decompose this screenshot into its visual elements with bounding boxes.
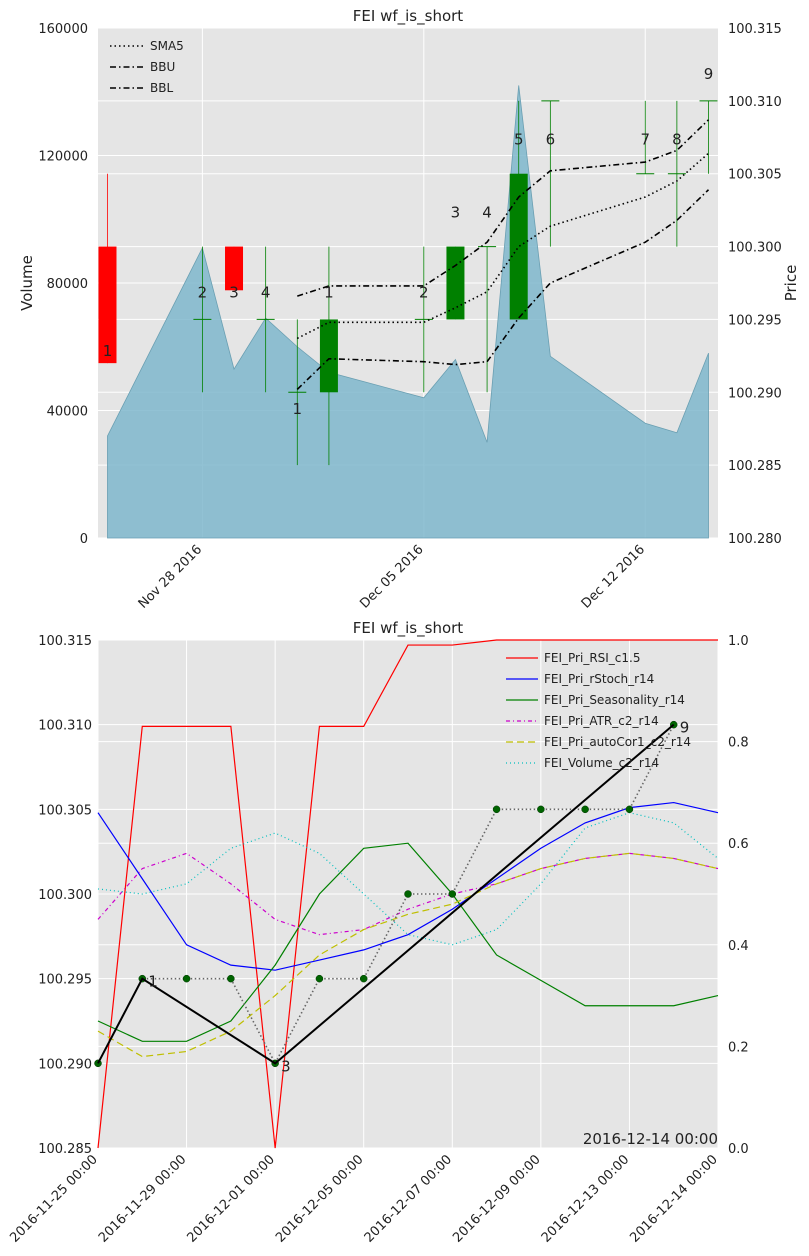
top-ytick-right: 100.290	[728, 386, 782, 401]
bottom-ytick-left: 100.315	[38, 634, 92, 649]
wave-label: 9	[704, 65, 714, 83]
top-ytick-left: 80000	[47, 277, 88, 292]
wave-label: 2	[198, 284, 208, 302]
legend-label: SMA5	[150, 39, 184, 53]
bottom-xtick: 2016-12-09 00:00	[450, 1152, 543, 1245]
wave-label: 5	[514, 131, 524, 149]
bottom-xtick: 2016-12-07 00:00	[362, 1152, 455, 1245]
price-dot	[449, 891, 456, 898]
bottom-ytick-right: 1.0	[728, 634, 749, 649]
top-ytick-left: 0	[80, 532, 88, 547]
bottom-ytick-left: 100.290	[38, 1057, 92, 1072]
bottom-ytick-right: 0.0	[728, 1142, 749, 1157]
bottom-xtick: 2016-11-25 00:00	[7, 1152, 100, 1245]
top-ylabel-left: Volume	[18, 255, 36, 311]
bottom-chart-title: FEI wf_is_short	[353, 619, 463, 638]
top-ytick-left: 160000	[38, 22, 88, 37]
top-chart-title: FEI wf_is_short	[353, 7, 463, 26]
wave-label: 4	[482, 203, 492, 221]
wave-label: 1	[293, 400, 303, 418]
legend-label: FEI_Pri_rStoch_r14	[544, 672, 654, 686]
wave-label: 3	[229, 284, 239, 302]
top-ytick-right: 100.310	[728, 95, 782, 110]
wave-label: 9	[680, 719, 690, 737]
top-ytick-right: 100.280	[728, 532, 782, 547]
price-dot	[626, 806, 633, 813]
price-dot	[582, 806, 589, 813]
price-dot	[493, 806, 500, 813]
bottom-indicator-chart: 1 3 9 100.285 100.290 100.295 100.300 100.305 1…	[7, 619, 748, 1246]
candle-body	[320, 319, 338, 392]
top-xtick: Dec 12 2016	[579, 542, 648, 611]
wave-label: 6	[546, 131, 556, 149]
bottom-ytick-left: 100.285	[38, 1142, 92, 1157]
legend-label: FEI_Pri_RSI_c1.5	[544, 651, 641, 665]
bottom-xtick: 2016-12-14 00:00	[627, 1152, 720, 1245]
top-xtick: Nov 28 2016	[136, 542, 205, 611]
legend-label: FEI_Pri_ATR_c2_r14	[544, 714, 659, 728]
top-ytick-right: 100.300	[728, 241, 782, 256]
legend-label: FEI_Volume_c2_r14	[544, 756, 659, 770]
wave-label: 8	[672, 131, 682, 149]
bottom-xtick: 2016-12-05 00:00	[273, 1152, 366, 1245]
top-ytick-right: 100.305	[728, 168, 782, 183]
bottom-ytick-right: 0.8	[728, 736, 749, 751]
bottom-ytick-right: 0.2	[728, 1040, 749, 1055]
bottom-ytick-left: 100.300	[38, 888, 92, 903]
top-ytick-right: 100.295	[728, 313, 782, 328]
bottom-ytick-right: 0.6	[728, 837, 749, 852]
legend-label: BBU	[150, 60, 175, 74]
candle-body	[446, 247, 464, 320]
bottom-ytick-left: 100.310	[38, 719, 92, 734]
bottom-ytick-left: 100.295	[38, 973, 92, 988]
wave-label: 1	[324, 284, 334, 302]
wave-label: 3	[451, 203, 461, 221]
bottom-xtick: 2016-12-13 00:00	[539, 1152, 632, 1245]
wave-label: 1	[148, 973, 158, 991]
wave-label: 4	[261, 284, 271, 302]
legend-label: FEI_Pri_Seasonality_r14	[544, 693, 685, 707]
wave-label: 1	[103, 342, 113, 360]
price-dot	[183, 975, 190, 982]
price-dot	[537, 806, 544, 813]
wave-label: 7	[640, 131, 650, 149]
bottom-xtick: 2016-11-29 00:00	[96, 1152, 189, 1245]
legend-label: FEI_Pri_autoCor1_c2_r14	[544, 735, 691, 749]
price-dot	[405, 891, 412, 898]
top-candlestick-chart: 1 2 3 4 1 1 2 3 4 5 6 7 8 9 0 40000 80000 120000 160000 10…	[18, 7, 800, 612]
price-dot	[316, 975, 323, 982]
top-ylabel-right: Price	[782, 265, 800, 302]
price-dot	[227, 975, 234, 982]
candle-body	[510, 174, 528, 320]
wave-label: 2	[419, 284, 429, 302]
top-ytick-left: 40000	[47, 405, 88, 420]
top-ytick-right: 100.315	[728, 22, 782, 37]
price-dot	[360, 975, 367, 982]
bottom-ytick-right: 0.4	[728, 939, 749, 954]
bottom-ytick-left: 100.305	[38, 803, 92, 818]
top-ytick-right: 100.285	[728, 459, 782, 474]
bottom-xtick: 2016-12-01 00:00	[185, 1152, 278, 1245]
wave-label: 3	[281, 1057, 291, 1075]
bottom-corner-label: 2016-12-14 00:00	[583, 1130, 718, 1148]
top-xtick: Dec 05 2016	[357, 542, 426, 611]
top-ytick-left: 120000	[38, 150, 88, 165]
legend-label: BBL	[150, 81, 173, 95]
